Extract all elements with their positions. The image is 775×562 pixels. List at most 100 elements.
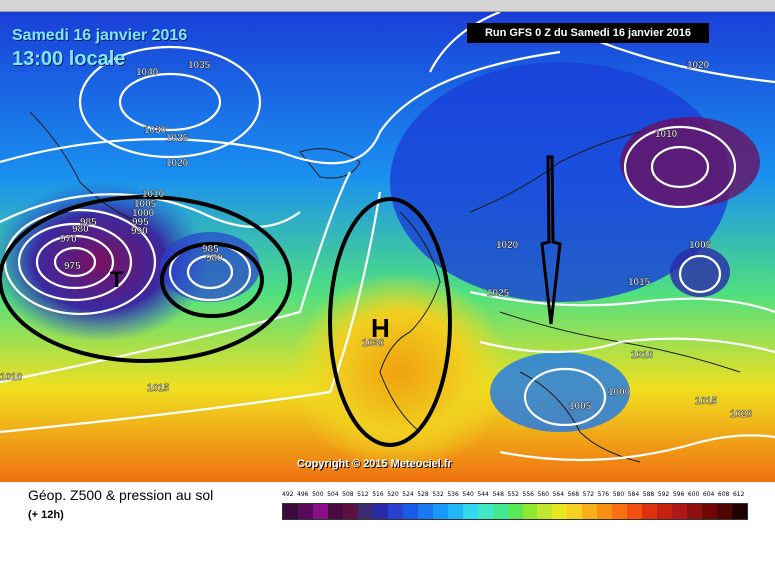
footer: [0, 482, 775, 562]
legend-value: 560: [537, 491, 549, 498]
legend-value: 572: [582, 491, 595, 498]
pressure-label: 1025: [166, 133, 189, 144]
legend-swatch: [387, 504, 403, 519]
legend-value: 520: [387, 491, 399, 498]
pressure-label: 980: [72, 224, 89, 235]
secondary-low-outline: [160, 242, 264, 318]
pressure-label: 1010: [0, 372, 23, 383]
pressure-label: 1015: [695, 396, 718, 407]
legend-swatch: [687, 504, 703, 519]
legend-value: 508: [342, 491, 354, 498]
high-pressure-outline: [328, 197, 452, 447]
arrow: [540, 155, 562, 325]
legend-value: 532: [432, 491, 444, 498]
legend-value: 544: [477, 491, 489, 498]
legend-swatch: [582, 504, 598, 519]
legend-value: 512: [357, 491, 369, 498]
legend-value: 612: [732, 491, 745, 498]
legend-swatch: [537, 504, 553, 519]
legend-value: 576: [597, 491, 610, 498]
legend-swatch: [672, 504, 688, 519]
legend-labels: 492 496 500 504 508 512 516 520 524 528 532 536 540 5…: [282, 491, 748, 501]
footer-title: Géop. Z500 & pression au sol: [28, 487, 214, 503]
legend-value: 548: [492, 491, 504, 498]
pressure-label: 1040: [136, 67, 159, 78]
weather-map: T H 1040 1035 1030 1025 1020 1010 1005 1…: [0, 12, 775, 482]
legend-value: 504: [327, 491, 339, 498]
legend-swatch: [597, 504, 613, 519]
pressure-label: 970: [60, 234, 77, 245]
legend-swatch: [462, 504, 478, 519]
high-label: H: [371, 313, 390, 343]
model-run-label: Run GFS 0 Z du Samedi 16 janvier 2016: [467, 23, 709, 43]
map-date: Samedi 16 janvier 2016: [12, 27, 188, 44]
legend-swatch: [327, 504, 343, 519]
legend-swatch: [627, 504, 643, 519]
legend-value: 536: [447, 491, 459, 498]
pressure-label: 1030: [144, 125, 167, 136]
copyright: Copyright © 2015 Meteociel.fr: [297, 458, 452, 470]
legend-value: 496: [297, 491, 309, 498]
legend-value: 556: [522, 491, 534, 498]
pressure-label: 1020: [166, 158, 189, 169]
pressure-label: 1005: [134, 199, 157, 210]
pressure-label: 1030: [362, 338, 385, 349]
pressure-label: 1025: [487, 288, 510, 299]
legend-value: 540: [462, 491, 474, 498]
legend-swatch: [312, 504, 328, 519]
legend-value: 580: [612, 491, 625, 498]
analysis-annotations: [0, 155, 562, 447]
legend-swatch: [702, 504, 718, 519]
legend-swatch: [612, 504, 628, 519]
pressure-label: 995: [132, 217, 149, 228]
pressure-label: 1020: [730, 409, 753, 420]
legend-swatch: [642, 504, 658, 519]
legend-value: 524: [402, 491, 414, 498]
legend-swatch: [732, 504, 748, 519]
top-menu-bar: [0, 0, 775, 12]
low-pressure-outline: [0, 195, 292, 363]
pressure-label: 985: [80, 217, 97, 228]
pressure-label: 1020: [687, 60, 710, 71]
legend-swatch: [402, 504, 418, 519]
pressure-label: 1020: [496, 240, 519, 251]
legend-value: 516: [372, 491, 384, 498]
pressure-label: 1015: [628, 277, 651, 288]
legend-value: 500: [312, 491, 324, 498]
legend-value: 528: [417, 491, 429, 498]
legend-value: 492: [282, 491, 294, 498]
legend-swatch: [417, 504, 433, 519]
color-scale-legend: [282, 503, 748, 520]
pressure-label: 985: [202, 244, 219, 255]
legend-swatch: [342, 504, 358, 519]
coastlines: [29, 111, 741, 463]
pressure-label: 1010: [655, 129, 678, 140]
pressure-label: 1035: [188, 60, 211, 71]
pressure-label: 1005: [689, 240, 712, 251]
legend-value: 584: [627, 491, 640, 498]
legend-swatch: [657, 504, 673, 519]
legend-value: 600: [687, 491, 700, 498]
legend-value: 552: [507, 491, 519, 498]
legend-value: 592: [657, 491, 670, 498]
legend-swatch: [522, 504, 538, 519]
pressure-label: 1010: [142, 189, 165, 200]
legend-value: 588: [642, 491, 655, 498]
legend-value: 596: [672, 491, 685, 498]
pressure-label: 990: [131, 226, 148, 237]
legend-value: 564: [552, 491, 565, 498]
isobars: [0, 12, 775, 462]
pressure-label: 1005: [569, 401, 592, 412]
legend-value: 568: [567, 491, 580, 498]
legend-swatch: [283, 504, 298, 519]
legend-swatch: [552, 504, 568, 519]
map-time: 13:00 locale: [12, 48, 126, 70]
legend-value: 604: [702, 491, 715, 498]
pressure-label: 1015: [147, 383, 170, 394]
legend-swatch: [372, 504, 388, 519]
legend-swatch: [567, 504, 583, 519]
legend-swatch: [717, 504, 733, 519]
legend-value: 608: [717, 491, 730, 498]
legend-swatch: [507, 504, 523, 519]
low-label: T: [110, 267, 124, 292]
